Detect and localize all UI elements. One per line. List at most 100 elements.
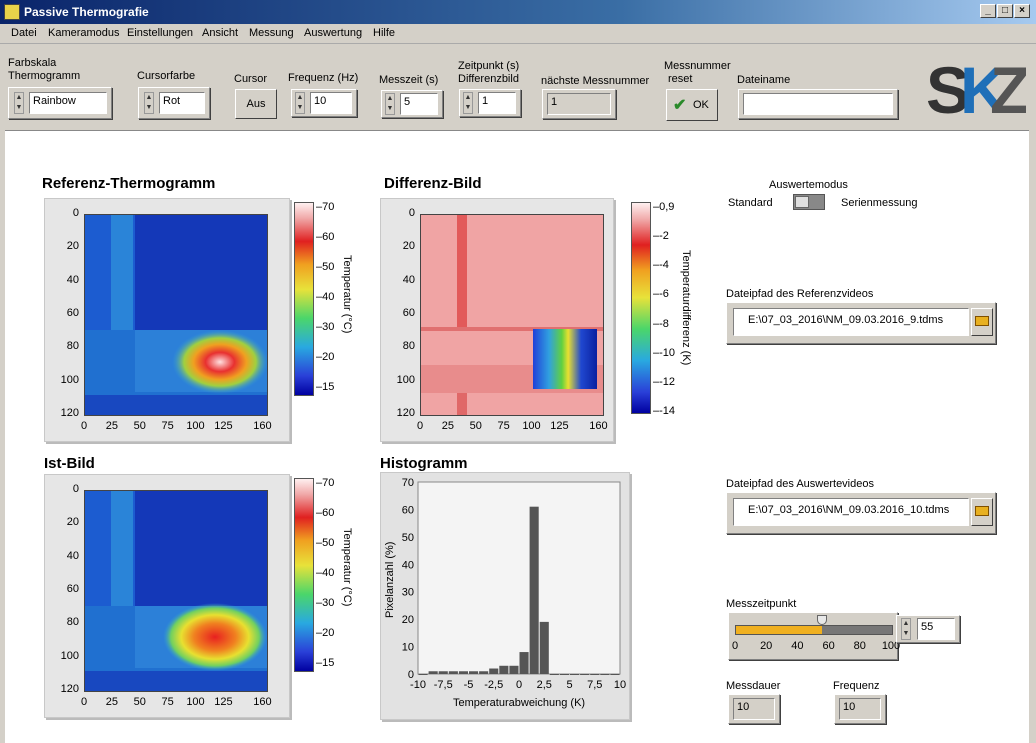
- dateiname-input[interactable]: [743, 93, 893, 115]
- auswertevideo-browse-button[interactable]: [971, 498, 993, 526]
- histogramm-plot-area: [417, 481, 621, 675]
- messzeitpunkt-numeric-control: ▲ ▼ 55: [896, 615, 960, 643]
- colorbar-tick-label: –0,9: [653, 201, 675, 213]
- zeitpunkt-label: Zeitpunkt (s): [458, 60, 520, 72]
- histogram-bar: [448, 671, 458, 674]
- menu-einstellungen[interactable]: Einstellungen: [127, 27, 194, 39]
- y-tick-label: 60: [402, 307, 415, 319]
- colorbar-tick-label: –40: [316, 291, 335, 303]
- zeitpunkt-spinner[interactable]: ▲ ▼: [463, 92, 473, 114]
- y-tick-label: 120: [60, 407, 79, 419]
- messzeit-input[interactable]: 5: [400, 93, 438, 115]
- menu-ansicht[interactable]: Ansicht: [202, 27, 239, 39]
- y-tick-label: 20: [402, 240, 415, 253]
- messzeit-control: ▲ ▼ 5: [381, 90, 443, 118]
- referenz-colorbar: [294, 202, 314, 396]
- colorbar-tick-label: –30: [316, 597, 335, 609]
- maximize-button[interactable]: □: [997, 4, 1013, 18]
- x-tick-label: 25: [105, 420, 118, 432]
- slider-tick-label: 0: [731, 640, 739, 652]
- messzeitpunkt-slider-fill: [736, 626, 822, 634]
- zeitpunkt-input[interactable]: 1: [478, 92, 516, 114]
- app-icon: [4, 4, 20, 20]
- y-tick-label: 60: [66, 307, 79, 319]
- messzeitpunkt-label: Messzeitpunkt: [726, 598, 797, 610]
- y-tick-label: 80: [66, 340, 79, 353]
- histogramm-ylabel: Pixelanzahl (%): [384, 541, 396, 618]
- auswertemodus-switch-knob[interactable]: [795, 196, 809, 208]
- auswertevideo-path-input[interactable]: E:\07_03_2016\NM_09.03.2016_10.tdms: [733, 498, 969, 526]
- folder-icon: [975, 506, 989, 516]
- colorbar-tick-label: –70: [316, 477, 335, 489]
- menu-kameramodus[interactable]: Kameramodus: [48, 27, 120, 39]
- reset-ok-button[interactable]: ✔ OK: [666, 89, 718, 121]
- minimize-button[interactable]: _: [980, 4, 996, 18]
- referenzvideo-browse-button[interactable]: [971, 308, 993, 336]
- y-tick-label: 100: [60, 373, 79, 386]
- auswertevideo-label: Dateipfad des Auswertevideos: [726, 478, 874, 490]
- histogramm-bars: [418, 506, 620, 675]
- histogram-bar: [600, 674, 610, 675]
- differenz-colorbar: [631, 202, 651, 414]
- close-button[interactable]: ×: [1014, 4, 1030, 18]
- menu-auswertung[interactable]: Auswertung: [304, 27, 363, 39]
- histogram-bar: [458, 671, 468, 674]
- menu-hilfe[interactable]: Hilfe: [373, 27, 396, 39]
- frequenz-spinner[interactable]: ▲ ▼: [295, 92, 305, 114]
- slider-tick-label: 20: [760, 640, 773, 652]
- referenz-thermogram-image[interactable]: [84, 214, 268, 416]
- histogramm-y-ticks: 70 60 50 40 30 20 10 0: [402, 477, 414, 681]
- messzeit-spinner[interactable]: ▲ ▼: [385, 93, 395, 115]
- down-arrow-icon: ▼: [15, 104, 23, 111]
- histogram-y-tick: 10: [402, 642, 414, 654]
- referenzvideo-path-input[interactable]: E:\07_03_2016\NM_09.03.2016_9.tdms: [733, 308, 969, 336]
- messzeitpunkt-spinner[interactable]: ▲ ▼: [901, 618, 911, 640]
- x-tick-label: 160: [589, 420, 608, 432]
- x-tick-label: 125: [214, 696, 233, 708]
- messzeitpunkt-input[interactable]: 55: [917, 618, 955, 640]
- menu-bar: Datei Kameramodus Einstellungen Ansicht …: [0, 24, 1036, 44]
- messdauer-value: 10: [733, 698, 775, 720]
- frequenz-input[interactable]: 10: [310, 92, 352, 114]
- histogram-x-tick: 0: [516, 679, 522, 691]
- menu-messung[interactable]: Messung: [249, 27, 294, 39]
- y-tick-label: 60: [66, 583, 79, 595]
- x-tick-label: 100: [186, 696, 205, 708]
- up-arrow-icon: ▲: [296, 94, 304, 101]
- y-tick-label: 100: [60, 649, 79, 662]
- y-tick-label: 0: [72, 207, 79, 219]
- slider-tick-label: 60: [822, 640, 835, 652]
- messzeitpunkt-slider-track[interactable]: [735, 625, 893, 635]
- cursorfarbe-spinner[interactable]: ▲ ▼: [144, 92, 154, 114]
- auswertemodus-title: Auswertemodus: [769, 179, 848, 191]
- y-tick-label: 40: [66, 549, 79, 562]
- up-arrow-icon: ▲: [145, 94, 153, 101]
- differenz-image[interactable]: [420, 214, 604, 416]
- colorbar-tick-label: –-6: [653, 288, 669, 301]
- histogram-bar: [418, 674, 428, 675]
- messzeitpunkt-slider-thumb[interactable]: [816, 615, 827, 625]
- histogram-y-tick: 70: [402, 477, 414, 489]
- messnummer-indicator: 1: [542, 89, 616, 119]
- histogram-bar: [479, 671, 489, 674]
- up-arrow-icon: ▲: [464, 94, 472, 101]
- y-tick-label: 0: [72, 483, 79, 495]
- x-tick-label: 160: [253, 420, 272, 432]
- cursor-toggle-button[interactable]: Aus: [235, 89, 277, 119]
- colorbar-tick-label: –-12: [653, 375, 676, 388]
- menu-datei[interactable]: Datei: [11, 27, 37, 39]
- y-tick-label: 40: [66, 273, 79, 286]
- farbskala-select[interactable]: Rainbow: [29, 92, 107, 114]
- colorbar-tick-label: –50: [316, 537, 335, 549]
- cursorfarbe-select[interactable]: Rot: [159, 92, 205, 114]
- ist-colorbar: [294, 478, 314, 672]
- referenz-colorbar-label: Temperatur (°C): [341, 255, 353, 334]
- zeitpunkt-control: ▲ ▼ 1: [459, 89, 521, 117]
- histogram-bar: [570, 674, 580, 675]
- skz-logo: S K Z: [926, 51, 1030, 127]
- slider-tick-label: 80: [853, 640, 866, 652]
- x-tick-label: 50: [133, 696, 146, 708]
- auswertemodus-switch[interactable]: [793, 194, 825, 210]
- farbskala-spinner[interactable]: ▲ ▼: [14, 92, 24, 114]
- ist-thermogram-image[interactable]: [84, 490, 268, 692]
